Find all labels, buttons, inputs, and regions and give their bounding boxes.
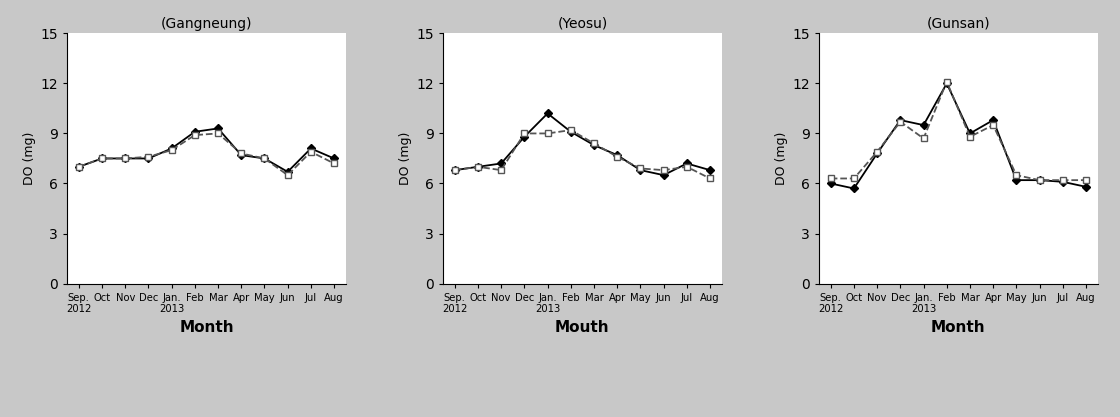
Surface bbox=[824, 181, 838, 186]
Bottom bbox=[824, 176, 838, 181]
Bottom bbox=[95, 156, 109, 161]
Surface bbox=[634, 168, 647, 173]
Bottom bbox=[894, 119, 907, 124]
Line: Surface: Surface bbox=[828, 80, 1089, 191]
Bottom bbox=[281, 173, 295, 178]
Surface bbox=[894, 118, 907, 123]
Bottom bbox=[1009, 173, 1023, 178]
Surface bbox=[448, 168, 461, 173]
Bottom bbox=[541, 131, 554, 136]
Surface bbox=[963, 131, 977, 136]
Line: Surface: Surface bbox=[451, 111, 713, 178]
Surface bbox=[327, 156, 340, 161]
Bottom bbox=[119, 156, 132, 161]
Line: Bottom: Bottom bbox=[828, 79, 1089, 183]
Y-axis label: DO (mg): DO (mg) bbox=[24, 132, 36, 185]
Surface bbox=[703, 168, 717, 173]
Surface bbox=[847, 186, 860, 191]
Surface bbox=[305, 146, 318, 151]
Bottom bbox=[870, 149, 884, 154]
Bottom bbox=[305, 149, 318, 154]
Surface bbox=[165, 146, 178, 151]
Bottom bbox=[940, 79, 953, 84]
Bottom bbox=[1056, 178, 1070, 183]
Surface bbox=[1009, 178, 1023, 183]
Surface bbox=[188, 129, 202, 134]
Surface bbox=[1080, 184, 1093, 189]
Y-axis label: DO (mg): DO (mg) bbox=[775, 132, 788, 185]
Surface bbox=[72, 164, 85, 169]
Bottom bbox=[963, 134, 977, 139]
Bottom bbox=[188, 133, 202, 138]
Bottom bbox=[587, 141, 600, 146]
Surface bbox=[472, 164, 485, 169]
X-axis label: Mouth: Mouth bbox=[556, 320, 609, 335]
Surface bbox=[564, 129, 578, 134]
Bottom bbox=[564, 128, 578, 133]
Bottom bbox=[987, 123, 1000, 128]
Surface bbox=[258, 156, 271, 161]
Line: Bottom: Bottom bbox=[451, 127, 713, 181]
Bottom bbox=[703, 176, 717, 181]
Bottom bbox=[1080, 178, 1093, 183]
Bottom bbox=[634, 166, 647, 171]
Bottom bbox=[847, 176, 860, 181]
Line: Bottom: Bottom bbox=[76, 131, 337, 178]
Bottom bbox=[142, 154, 156, 159]
Surface bbox=[870, 151, 884, 156]
Surface bbox=[541, 111, 554, 116]
Surface bbox=[940, 81, 953, 86]
Bottom bbox=[917, 136, 931, 141]
Surface bbox=[212, 126, 225, 131]
Surface bbox=[95, 156, 109, 161]
Bottom bbox=[327, 161, 340, 166]
Surface bbox=[142, 156, 156, 161]
Surface bbox=[281, 169, 295, 174]
Title: (Gunsan): (Gunsan) bbox=[926, 17, 990, 31]
Surface bbox=[987, 118, 1000, 123]
Y-axis label: DO (mg): DO (mg) bbox=[400, 132, 412, 185]
Bottom bbox=[472, 164, 485, 169]
Bottom bbox=[212, 131, 225, 136]
Surface bbox=[680, 161, 693, 166]
Surface bbox=[494, 161, 507, 166]
X-axis label: Month: Month bbox=[931, 320, 986, 335]
Bottom bbox=[258, 156, 271, 161]
Surface bbox=[610, 153, 624, 158]
Bottom bbox=[165, 148, 178, 153]
Surface bbox=[517, 134, 531, 139]
Surface bbox=[119, 156, 132, 161]
Surface bbox=[917, 123, 931, 128]
Surface bbox=[234, 153, 248, 158]
Bottom bbox=[72, 164, 85, 169]
Bottom bbox=[494, 168, 507, 173]
X-axis label: Month: Month bbox=[179, 320, 234, 335]
Surface bbox=[1033, 178, 1046, 183]
Bottom bbox=[517, 131, 531, 136]
Bottom bbox=[657, 168, 671, 173]
Title: (Yeosu): (Yeosu) bbox=[558, 17, 607, 31]
Line: Surface: Surface bbox=[76, 126, 337, 175]
Title: (Gangneung): (Gangneung) bbox=[160, 17, 252, 31]
Surface bbox=[657, 173, 671, 178]
Surface bbox=[587, 143, 600, 148]
Bottom bbox=[448, 168, 461, 173]
Bottom bbox=[234, 151, 248, 156]
Bottom bbox=[1033, 178, 1046, 183]
Bottom bbox=[680, 164, 693, 169]
Bottom bbox=[610, 154, 624, 159]
Surface bbox=[1056, 179, 1070, 184]
